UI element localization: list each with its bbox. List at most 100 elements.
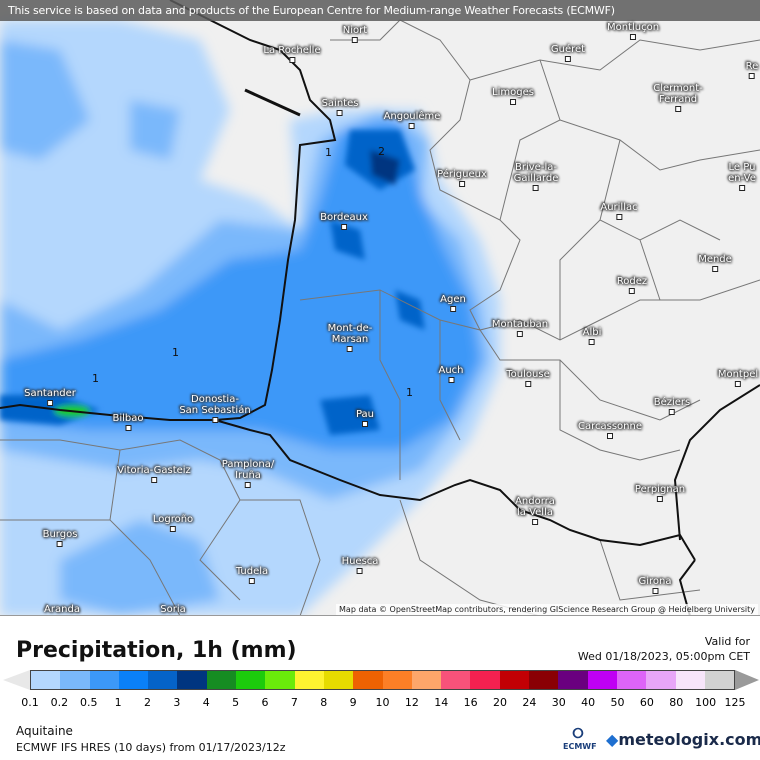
scale-tick-label: 2 [144, 696, 151, 709]
city-label: Auch [438, 365, 464, 383]
city-marker-icon [337, 110, 343, 116]
city-marker-icon [249, 578, 255, 584]
ecmwf-logo: ⭘ ECMWF [563, 726, 597, 751]
color-swatch [646, 671, 676, 689]
color-swatch [470, 671, 500, 689]
scale-tick-label: 0.5 [80, 696, 98, 709]
admin-borders [0, 19, 760, 615]
city-label: Rodez [617, 276, 647, 294]
scale-tick-label: 6 [261, 696, 269, 709]
scale-tick-label: 20 [493, 696, 507, 709]
city-marker-icon [565, 56, 571, 62]
map-attribution: Map data © OpenStreetMap contributors, r… [336, 604, 758, 615]
scale-tick-label: 14 [434, 696, 449, 709]
color-swatch [265, 671, 295, 689]
city-marker-icon [749, 73, 755, 79]
scale-tick-label: 0.1 [21, 696, 39, 709]
city-label: Mende [698, 254, 732, 272]
scale-tick-label: 10 [375, 696, 390, 709]
contour-label: 1 [172, 346, 179, 359]
valid-datetime: Wed 01/18/2023, 05:00pm CET [577, 650, 750, 663]
city-label: Andorra la Vella [515, 496, 555, 525]
city-label: Angoulême [384, 111, 440, 129]
scale-tick-label: 80 [669, 696, 684, 709]
city-marker-icon [288, 57, 295, 63]
scale-tick-label: 30 [551, 696, 566, 709]
color-swatch [31, 671, 61, 689]
city-marker-icon [346, 346, 353, 352]
city-label: Mont-de- Marsan [328, 323, 372, 352]
city-label: Soria [160, 604, 185, 615]
city-marker-icon [657, 496, 663, 502]
scale-tick-label: 125 [724, 696, 746, 709]
color-swatch [529, 671, 559, 689]
valid-time: Valid for Wed 01/18/2023, 05:00pm CET [578, 634, 750, 664]
color-swatch [323, 671, 354, 689]
scale-tick-label: 0.2 [50, 696, 69, 709]
city-label: Donostia- San Sebastián [179, 394, 251, 423]
city-label: Tudela [236, 566, 268, 584]
valid-label: Valid for [704, 635, 750, 648]
city-label: Aranda [44, 604, 80, 615]
color-swatch [704, 671, 735, 689]
scale-tick-label: 12 [404, 696, 419, 709]
color-swatch [616, 671, 647, 689]
color-swatch [382, 671, 412, 689]
city-marker-icon [516, 331, 523, 337]
over-range-triangle [735, 670, 759, 690]
city-marker-icon [629, 288, 635, 294]
city-label: Santander [24, 388, 76, 406]
map-layers [0, 0, 760, 615]
city-marker-icon [668, 409, 675, 415]
city-label: Bordeaux [320, 212, 368, 230]
contour-label: 1 [325, 146, 332, 159]
city-label: Guéret [551, 44, 585, 62]
city-label: Saintes [322, 98, 358, 116]
scale-tick-label: 9 [349, 696, 357, 709]
color-swatch [177, 671, 207, 689]
scale-tick-label: 7 [290, 696, 298, 709]
city-marker-icon [459, 181, 465, 187]
city-label: Montauban [492, 319, 548, 337]
city-label: Périgueux [437, 169, 487, 187]
scale-tick-label: 3 [173, 696, 181, 709]
city-marker-icon [738, 185, 745, 191]
scale-tick-label: 24 [522, 696, 537, 709]
contour-label: 1 [406, 386, 413, 399]
city-label: Albi [583, 327, 601, 345]
city-label: Bilbao [112, 413, 144, 431]
city-label: Girona [638, 576, 672, 594]
meteologix-logo[interactable]: ◆meteologix.com [606, 730, 760, 749]
city-label: Aurillac [600, 202, 638, 220]
city-label: Agen [440, 294, 466, 312]
color-swatch [411, 671, 442, 689]
city-label: Logroño [153, 514, 193, 532]
city-marker-icon [351, 37, 358, 43]
city-marker-icon [450, 306, 456, 312]
color-swatch [60, 671, 90, 689]
city-label: Clermont- Ferrand [653, 83, 703, 112]
scale-tick-label: 4 [202, 696, 210, 709]
contour-label: 2 [378, 145, 385, 158]
city-marker-icon [361, 421, 368, 427]
city-label: Limoges [492, 87, 534, 105]
city-marker-icon [734, 381, 741, 387]
precipitation-map[interactable]: This service is based on data and produc… [0, 0, 760, 616]
city-marker-icon [356, 568, 363, 574]
city-marker-icon [589, 339, 595, 345]
region-name: Aquitaine [16, 724, 73, 738]
city-label: Brive-la- Gaillarde [514, 162, 558, 191]
scale-tick-label: 16 [463, 696, 478, 709]
city-marker-icon [525, 381, 531, 387]
city-marker-icon [47, 400, 53, 406]
city-label: Béziers [654, 397, 690, 415]
scale-tick-label: 40 [581, 696, 596, 709]
city-label: Burgos [43, 529, 77, 547]
color-swatch [441, 671, 471, 689]
contour-label: 1 [92, 372, 99, 385]
city-marker-icon [531, 519, 538, 525]
city-label: Perpignan [635, 484, 685, 502]
city-label: Huesca [342, 556, 378, 574]
city-marker-icon [712, 266, 718, 272]
scale-tick-label: 5 [232, 696, 240, 709]
